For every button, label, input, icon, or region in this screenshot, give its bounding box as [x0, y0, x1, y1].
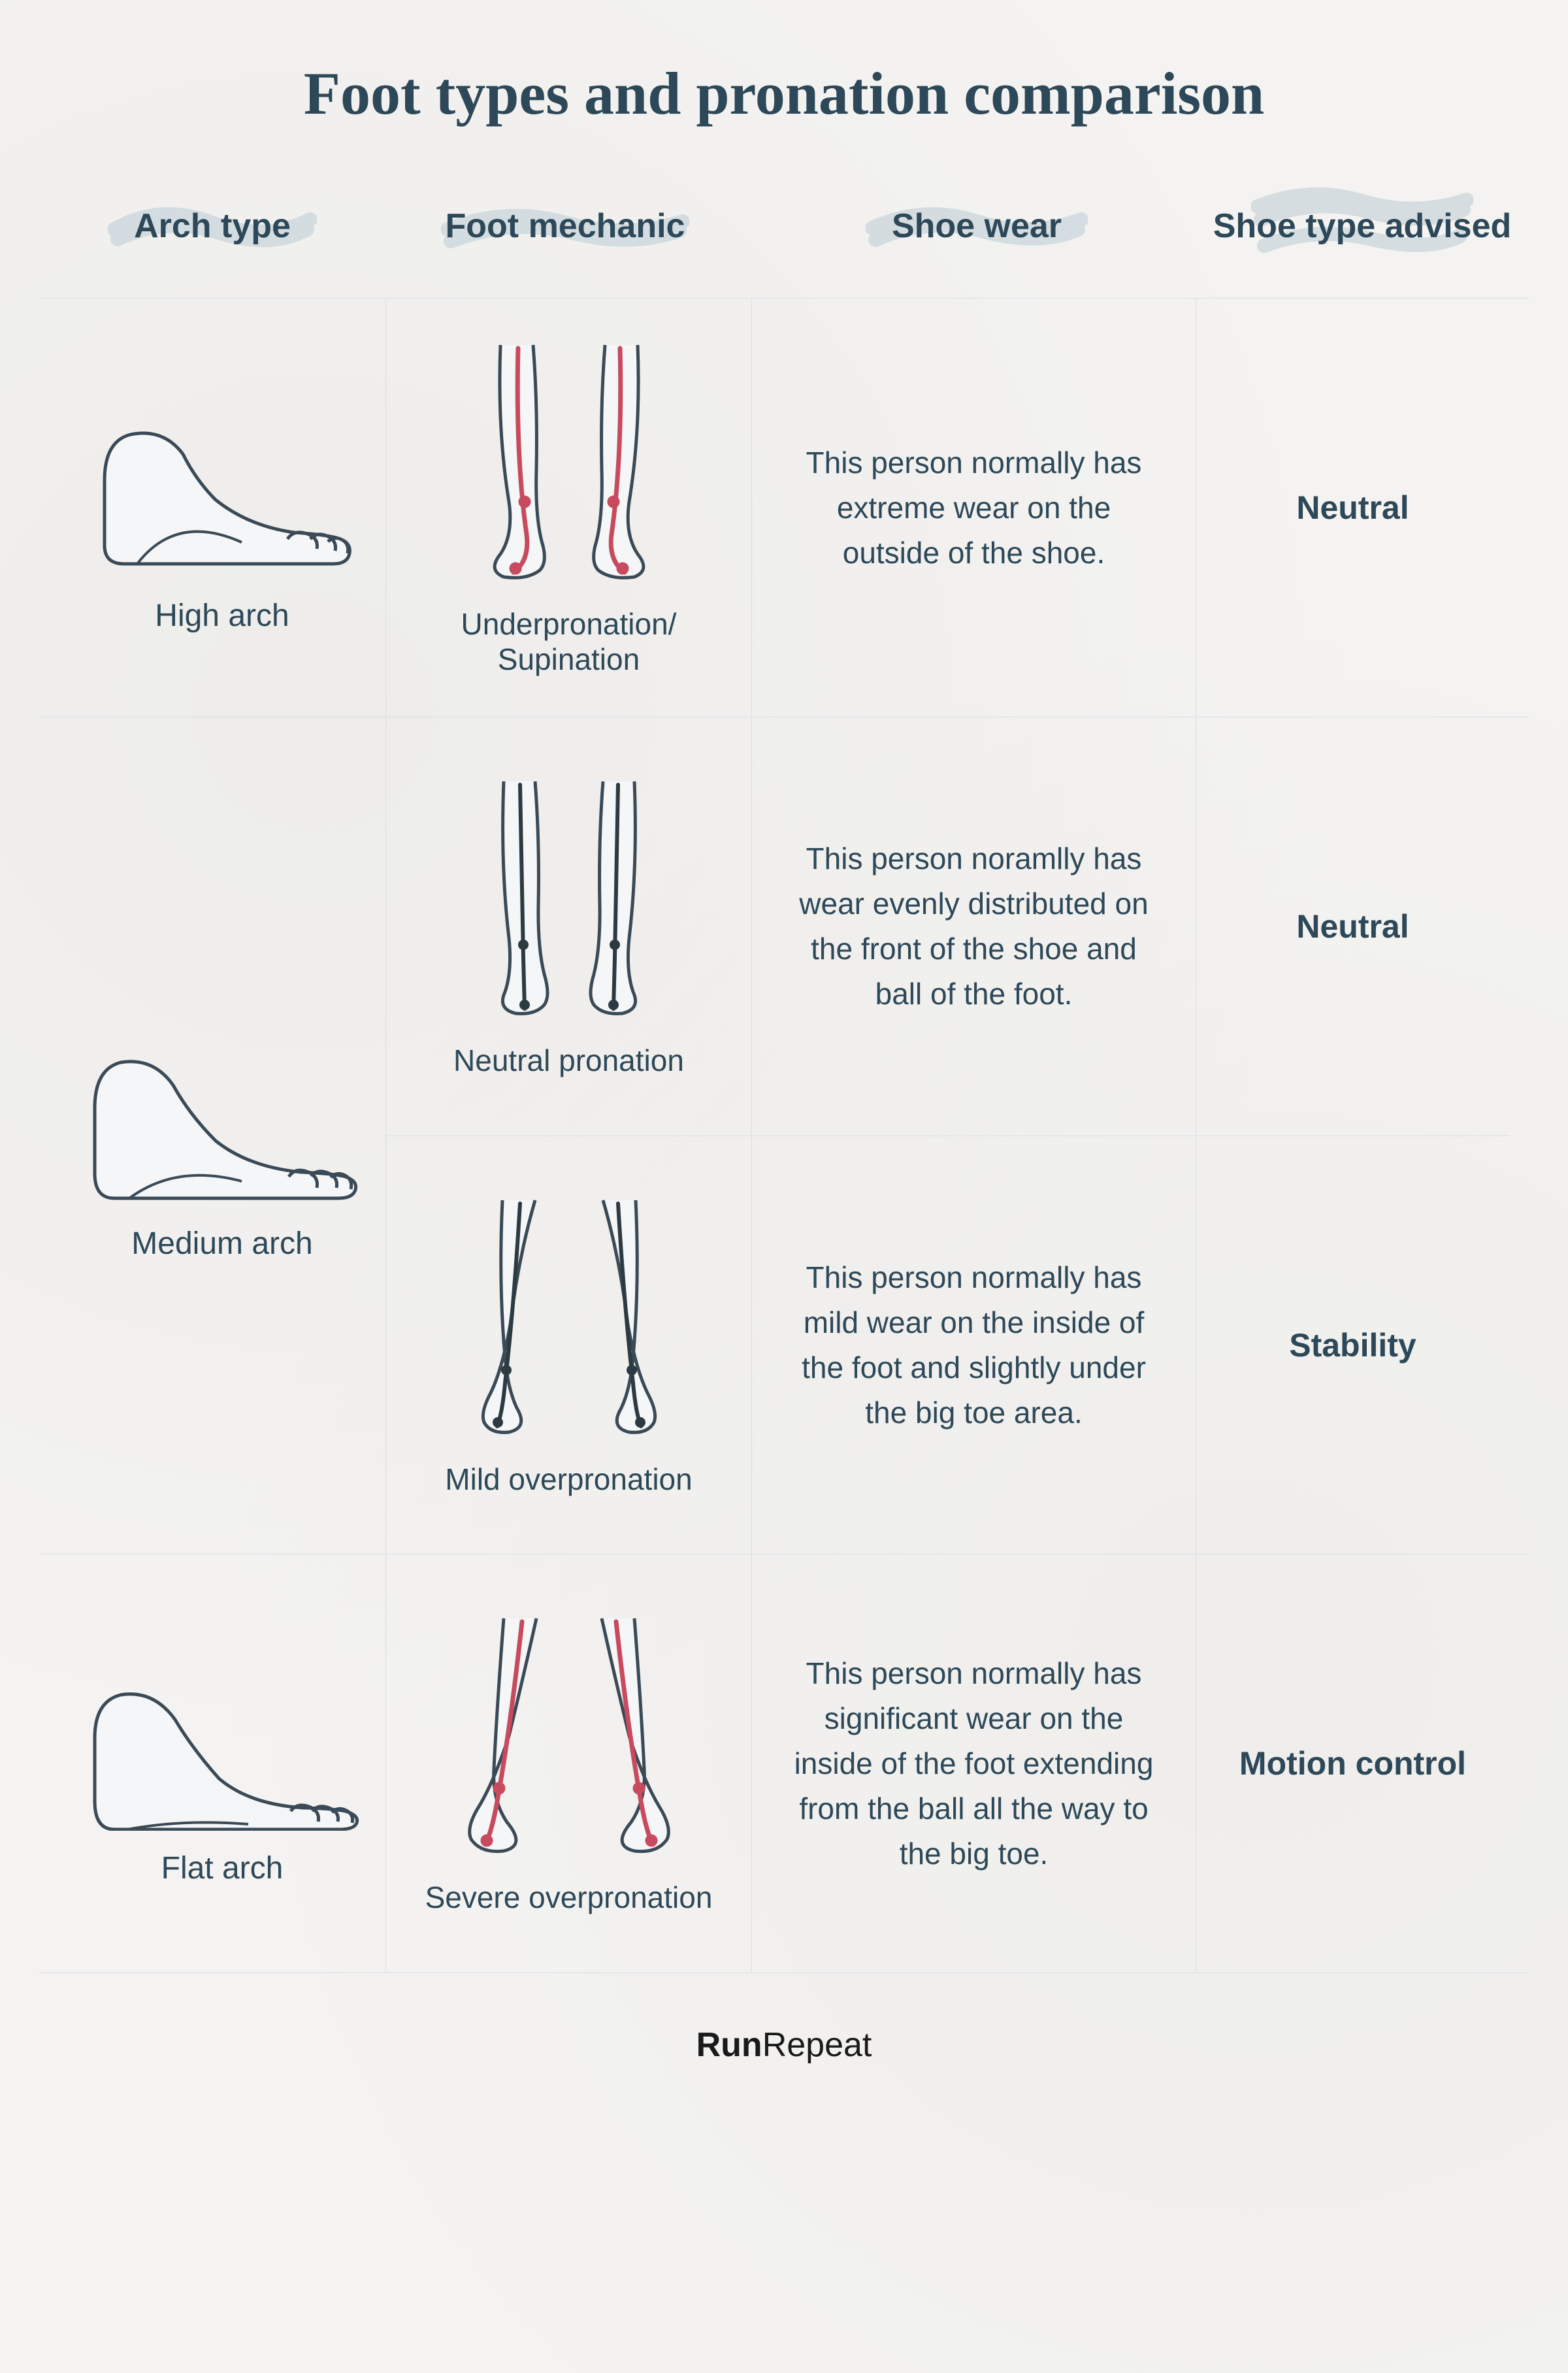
legs-severe-over-icon	[458, 1612, 680, 1860]
table-row: High arch	[39, 299, 1529, 717]
column-headers: Arch type Foot mechanic Shoe wear Shoe t…	[39, 193, 1529, 259]
foot-medium-arch-icon	[78, 1010, 366, 1206]
brand-bold: Run	[696, 2026, 762, 2064]
sub-row: Severe overpronation This person normall…	[385, 1554, 1509, 1972]
shoe-wear-cell: This person normally has extreme wear on…	[751, 299, 1196, 717]
header-arch-type: Arch type	[49, 193, 376, 259]
sub-row: Mild overpronation This person normally …	[385, 1136, 1509, 1554]
header-foot-mechanic: Foot mechanic	[382, 193, 748, 259]
shoe-type-cell: Motion control	[1196, 1554, 1509, 1972]
shoe-type-cell: Neutral	[1196, 299, 1509, 717]
shoe-type-cell: Stability	[1196, 1136, 1509, 1554]
foot-mechanic-cell: Underpronation/ Supination	[385, 299, 751, 717]
mechanic-label: Mild overpronation	[445, 1462, 692, 1497]
foot-mechanic-cell: Mild overpronation	[385, 1136, 751, 1554]
mechanic-label: Neutral pronation	[453, 1043, 684, 1078]
mechanic-label: Severe overpronation	[425, 1880, 713, 1915]
mechanic-label: Underpronation/ Supination	[406, 606, 732, 677]
foot-flat-arch-icon	[78, 1641, 366, 1831]
legs-supination-icon	[465, 338, 674, 587]
arch-type-cell: Flat arch	[59, 1554, 385, 1972]
brand-light: Repeat	[762, 2026, 872, 2064]
legs-neutral-icon	[465, 775, 674, 1023]
foot-mechanic-cell: Severe overpronation	[385, 1554, 751, 1972]
foot-high-arch-icon	[85, 382, 359, 578]
page-title: Foot types and pronation comparison	[39, 59, 1529, 128]
arch-type-cell: Medium arch	[59, 717, 385, 1554]
header-shoe-type: Shoe type advised	[1205, 193, 1519, 259]
arch-label: High arch	[155, 598, 289, 634]
sub-row: Neutral pronation This person noramlly h…	[385, 717, 1509, 1136]
shoe-wear-cell: This person normally has mild wear on th…	[751, 1136, 1196, 1554]
foot-mechanic-cell: Neutral pronation	[385, 717, 751, 1136]
shoe-wear-cell: This person noramlly has wear evenly dis…	[751, 717, 1196, 1136]
arch-label: Medium arch	[131, 1226, 312, 1262]
brand-footer: RunRepeat	[39, 2025, 1529, 2065]
arch-label: Flat arch	[161, 1850, 284, 1886]
legs-mild-over-icon	[465, 1194, 674, 1442]
comparison-table: High arch	[39, 298, 1529, 1973]
shoe-type-cell: Neutral	[1196, 717, 1509, 1136]
sub-row: Underpronation/ Supination This person n…	[385, 299, 1509, 717]
table-row: Medium arch	[39, 717, 1529, 1554]
table-row: Flat arch	[39, 1554, 1529, 1973]
shoe-wear-cell: This person normally has significant wea…	[751, 1554, 1196, 1972]
arch-type-cell: High arch	[59, 299, 385, 717]
header-shoe-wear: Shoe wear	[755, 193, 1199, 259]
